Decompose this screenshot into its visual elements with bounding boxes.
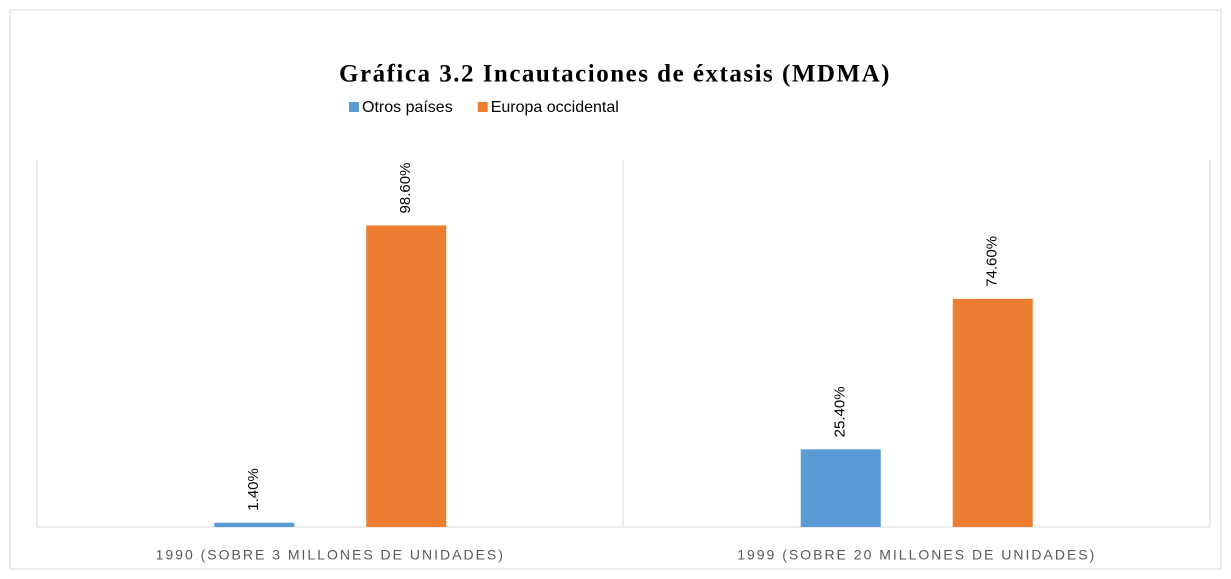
legend-label: Otros países <box>362 99 453 116</box>
value-label: 25.40% <box>832 386 849 437</box>
bar <box>214 522 295 527</box>
legend-swatch <box>477 102 488 112</box>
value-label: 98.60% <box>397 163 414 214</box>
x-tick-label: 1990 (SOBRE 3 MILLONES DE UNIDADES) <box>156 547 505 563</box>
bar <box>800 449 881 527</box>
bar <box>952 298 1033 527</box>
value-label: 1.40% <box>245 468 262 511</box>
legend-swatch <box>349 102 359 112</box>
x-tick-label: 1999 (SOBRE 20 MILLONES DE UNIDADES) <box>737 547 1096 563</box>
chart-title: Gráfica 3.2 Incautaciones de éxtasis (MD… <box>339 61 891 88</box>
bar <box>366 225 447 527</box>
chart-border <box>9 9 1222 570</box>
legend-label: Europa occidental <box>491 99 619 116</box>
value-label: 74.60% <box>984 236 1001 287</box>
